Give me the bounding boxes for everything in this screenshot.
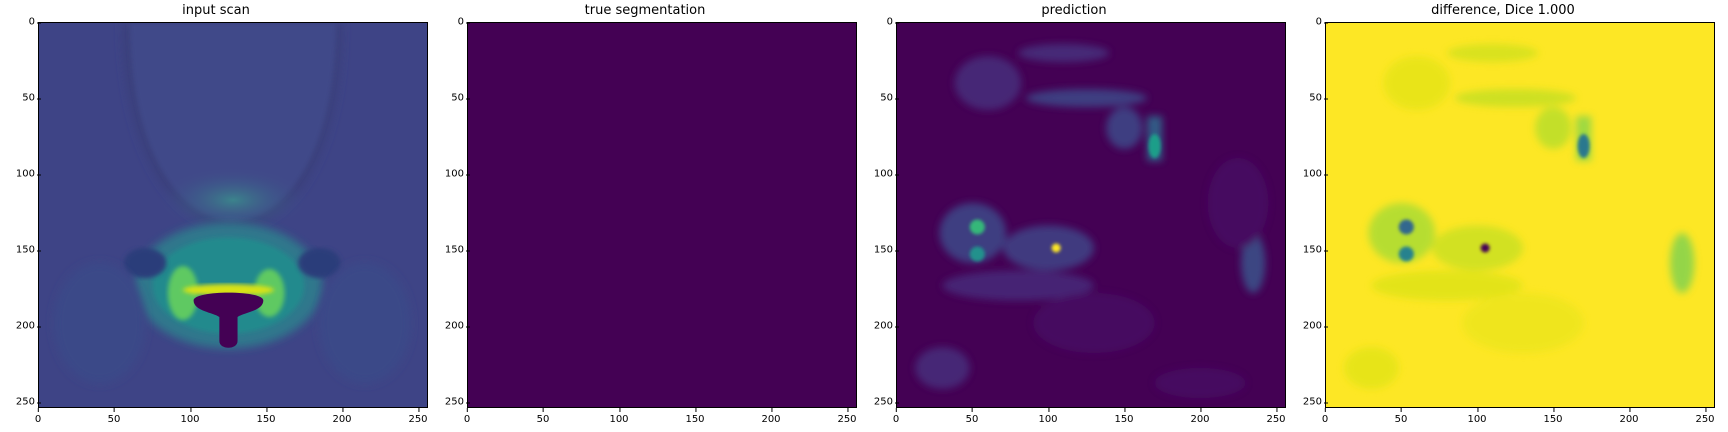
y-tick-label: 250	[15, 396, 42, 408]
x-tick-label: 100	[609, 408, 629, 425]
x-tick-label: 250	[1695, 408, 1715, 425]
panel-title: true segmentation	[584, 3, 706, 18]
panel-title: input scan	[182, 3, 250, 18]
x-tick-label: 150	[256, 408, 276, 425]
y-tick-label: 50	[880, 92, 899, 104]
panel-true-segmentation: true segmentation 0 50 100 150 200 250 0…	[429, 0, 861, 432]
y-tick-label: 150	[444, 244, 471, 256]
panel-difference: difference, Dice 1.000	[1287, 0, 1719, 432]
y-tick-label: 250	[444, 396, 471, 408]
x-tick-label: 150	[1114, 408, 1134, 425]
x-tick-label: 50	[1394, 408, 1408, 425]
x-tick-label: 100	[1467, 408, 1487, 425]
x-tick-label: 100	[1038, 408, 1058, 425]
y-tick-label: 50	[22, 92, 41, 104]
input-scan-image	[38, 22, 428, 408]
x-tick-label: 200	[761, 408, 781, 425]
y-tick-label: 100	[15, 168, 42, 180]
x-tick-label: 200	[1190, 408, 1210, 425]
x-tick-label: 50	[536, 408, 550, 425]
x-tick-label: 200	[1619, 408, 1639, 425]
x-tick-label: 0	[892, 408, 900, 425]
prediction-image	[896, 22, 1286, 408]
x-tick-label: 250	[837, 408, 857, 425]
y-tick-label: 200	[873, 320, 900, 332]
y-tick-label: 100	[1302, 168, 1329, 180]
y-tick-label: 250	[1302, 396, 1329, 408]
y-tick-label: 100	[873, 168, 900, 180]
x-tick-label: 150	[685, 408, 705, 425]
panel-title: prediction	[1041, 3, 1107, 18]
y-tick-label: 150	[15, 244, 42, 256]
y-tick-label: 50	[1309, 92, 1328, 104]
panel-title: difference, Dice 1.000	[1431, 3, 1575, 18]
difference-image	[1325, 22, 1715, 408]
x-tick-label: 0	[1321, 408, 1329, 425]
y-tick-label: 0	[457, 16, 471, 28]
x-tick-label: 250	[408, 408, 428, 425]
y-tick-label: 0	[886, 16, 900, 28]
y-tick-label: 200	[444, 320, 471, 332]
y-tick-label: 250	[873, 396, 900, 408]
y-tick-label: 150	[873, 244, 900, 256]
y-tick-label: 200	[1302, 320, 1329, 332]
y-tick-label: 50	[451, 92, 470, 104]
y-tick-label: 0	[28, 16, 42, 28]
y-tick-label: 200	[15, 320, 42, 332]
x-tick-label: 50	[107, 408, 121, 425]
x-tick-label: 0	[34, 408, 42, 425]
panel-prediction: prediction	[858, 0, 1290, 432]
x-tick-label: 250	[1266, 408, 1286, 425]
y-tick-label: 100	[444, 168, 471, 180]
true-segmentation-image	[467, 22, 857, 408]
x-tick-label: 0	[463, 408, 471, 425]
panel-input-scan: input scan	[0, 0, 432, 432]
x-tick-label: 150	[1543, 408, 1563, 425]
y-tick-label: 0	[1315, 16, 1329, 28]
x-tick-label: 200	[332, 408, 352, 425]
x-tick-label: 50	[965, 408, 979, 425]
x-tick-label: 100	[180, 408, 200, 425]
y-tick-label: 150	[1302, 244, 1329, 256]
